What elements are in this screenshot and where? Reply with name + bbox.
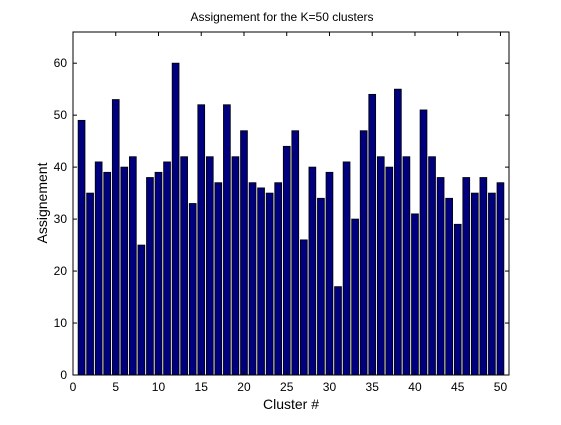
bar-cluster-34 — [359, 130, 368, 376]
bar-cluster-20 — [240, 130, 248, 376]
bar-cluster-48 — [479, 177, 488, 376]
bar-cluster-29 — [317, 197, 325, 376]
y-axis-label: Assignement — [34, 162, 50, 243]
bar-cluster-39 — [402, 156, 411, 376]
y-tick-label-60: 60 — [54, 56, 68, 70]
bar-cluster-41 — [419, 109, 428, 376]
x-tick-label-40: 40 — [408, 380, 422, 394]
bar-cluster-19 — [231, 156, 240, 376]
x-tick-label-25: 25 — [280, 380, 294, 394]
bar-cluster-30 — [325, 171, 334, 376]
x-tick-label-45: 45 — [451, 380, 465, 394]
bar-cluster-33 — [351, 218, 359, 376]
bar-cluster-22 — [257, 187, 265, 376]
bar-cluster-26 — [291, 130, 300, 376]
chart-title: Assignement for the K=50 clusters — [190, 10, 373, 24]
bar-cluster-43 — [436, 177, 445, 376]
x-tick-label-5: 5 — [112, 380, 119, 394]
x-tick-label-20: 20 — [237, 380, 251, 394]
bar-cluster-50 — [496, 182, 505, 376]
bar-cluster-15 — [197, 104, 206, 376]
y-ticks-group: 0 10 20 30 40 50 60 — [54, 56, 509, 382]
y-tick-label-0: 0 — [60, 368, 67, 382]
bar-cluster-36 — [376, 156, 385, 376]
bar-cluster-35 — [368, 93, 377, 376]
y-tick-label-40: 40 — [54, 160, 68, 174]
bar-cluster-5 — [111, 99, 120, 376]
y-tick-label-10: 10 — [54, 316, 68, 330]
bar-cluster-49 — [488, 192, 496, 376]
x-tick-label-35: 35 — [366, 380, 380, 394]
bar-cluster-2 — [86, 192, 94, 376]
bar-cluster-4 — [103, 171, 112, 376]
bar-cluster-6 — [120, 166, 129, 376]
x-tick-label-10: 10 — [152, 380, 166, 394]
bar-cluster-37 — [385, 166, 394, 376]
bar-cluster-21 — [248, 182, 257, 376]
bar-cluster-13 — [180, 156, 188, 376]
x-tick-label-0: 0 — [70, 380, 77, 394]
bar-cluster-1 — [77, 119, 86, 376]
x-tick-label-50: 50 — [494, 380, 508, 394]
bar-cluster-32 — [342, 161, 351, 376]
bar-cluster-45 — [453, 223, 462, 376]
axes-frame — [72, 31, 510, 376]
bar-cluster-12 — [171, 62, 180, 376]
bar-cluster-31 — [334, 286, 342, 376]
bar-cluster-27 — [299, 239, 308, 376]
x-ticks-group: 0 5 10 15 20 25 30 35 40 45 50 — [70, 32, 508, 394]
bar-cluster-46 — [462, 177, 471, 376]
bar-cluster-18 — [223, 104, 231, 376]
bar-cluster-11 — [163, 161, 171, 376]
bars-group — [77, 62, 505, 376]
bar-cluster-40 — [411, 213, 419, 376]
bar-cluster-47 — [470, 192, 479, 376]
x-tick-label-30: 30 — [323, 380, 337, 394]
bar-cluster-10 — [154, 171, 163, 376]
bar-cluster-25 — [282, 145, 291, 376]
bar-cluster-44 — [445, 197, 453, 376]
x-axis-label: Cluster # — [263, 396, 319, 412]
bar-cluster-7 — [129, 156, 137, 376]
y-tick-label-30: 30 — [54, 212, 68, 226]
bar-cluster-17 — [214, 182, 223, 376]
bar-cluster-14 — [188, 203, 197, 376]
bar-cluster-23 — [265, 192, 274, 376]
bar-cluster-42 — [428, 156, 436, 376]
bar-cluster-38 — [394, 88, 402, 376]
bar-cluster-16 — [205, 156, 214, 376]
bar-cluster-24 — [274, 182, 283, 376]
bar-cluster-9 — [146, 177, 154, 376]
x-tick-label-15: 15 — [195, 380, 209, 394]
y-tick-label-50: 50 — [54, 108, 68, 122]
bar-cluster-3 — [94, 161, 103, 376]
y-tick-label-20: 20 — [54, 264, 68, 278]
bar-cluster-28 — [308, 166, 317, 376]
bar-cluster-8 — [137, 244, 146, 376]
